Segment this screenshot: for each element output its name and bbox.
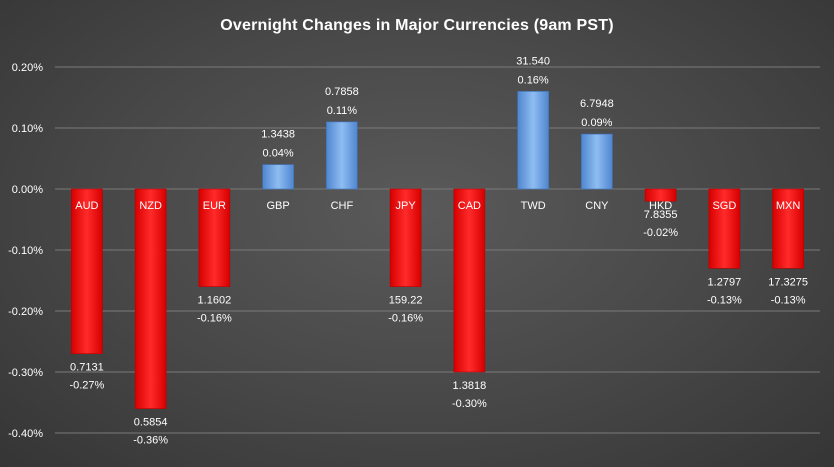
- chart-title: Overnight Changes in Major Currencies (9…: [220, 17, 614, 34]
- rate-label: 6.7948: [580, 98, 614, 110]
- change-label: 0.11%: [327, 105, 358, 117]
- bar-nzd: [134, 188, 167, 409]
- bar-aud: [71, 188, 103, 354]
- change-label: -0.27%: [69, 380, 104, 392]
- y-tick-label: -0.40%: [8, 428, 43, 440]
- change-label: 0.09%: [581, 117, 612, 129]
- bar-hkd: [644, 188, 677, 202]
- bar-eur: [198, 188, 231, 287]
- category-label: CNY: [585, 200, 609, 212]
- y-tick-label: -0.30%: [8, 367, 43, 379]
- change-label: -0.16%: [197, 313, 232, 325]
- labels: 0.20% 0.10% 0.00% -0.10% -0.20% -0.30% -0.40% A…: [8, 55, 808, 446]
- rate-label: 0.7858: [325, 86, 359, 98]
- change-label: -0.36%: [133, 435, 168, 447]
- bar-mxn: [772, 188, 804, 269]
- rate-label: 0.7131: [70, 362, 104, 374]
- change-label: 0.04%: [263, 148, 294, 160]
- bar-chf: [326, 121, 358, 190]
- category-label: NZD: [139, 200, 162, 212]
- y-tick-label: -0.10%: [8, 245, 43, 257]
- change-label: -0.13%: [771, 294, 806, 306]
- category-label: AUD: [75, 200, 98, 212]
- category-label: GBP: [267, 200, 290, 212]
- bar-sgd: [708, 188, 741, 269]
- change-label: -0.02%: [643, 227, 678, 239]
- bar-twd: [517, 91, 549, 190]
- y-tick-label: 0.20%: [12, 62, 43, 74]
- rate-label: 17.3275: [768, 276, 808, 288]
- bars: [71, 91, 804, 409]
- y-tick-label: -0.20%: [8, 306, 43, 318]
- rate-label: 1.3818: [453, 380, 487, 392]
- category-label: TWD: [521, 200, 546, 212]
- change-label: -0.16%: [388, 313, 423, 325]
- category-label: MXN: [776, 200, 801, 212]
- rate-label: 7.8355: [644, 209, 678, 221]
- change-label: -0.13%: [707, 294, 742, 306]
- category-label: SGD: [712, 200, 736, 212]
- y-tick-label: 0.00%: [12, 184, 43, 196]
- rate-label: 159.22: [389, 295, 423, 307]
- bar-gbp: [262, 164, 294, 190]
- category-label: EUR: [203, 200, 226, 212]
- rate-label: 0.5854: [134, 417, 168, 429]
- bar-cad: [453, 188, 486, 373]
- bar-jpy: [389, 188, 422, 287]
- change-label: 0.16%: [518, 74, 549, 86]
- rate-label: 1.3438: [261, 129, 295, 141]
- rate-label: 1.1602: [198, 295, 232, 307]
- category-label: CAD: [458, 200, 481, 212]
- gridlines: [55, 66, 820, 434]
- y-tick-label: 0.10%: [12, 123, 43, 135]
- change-label: -0.30%: [452, 398, 487, 410]
- rate-label: 31.540: [516, 55, 550, 67]
- category-label: JPY: [396, 200, 417, 212]
- category-label: CHF: [331, 200, 354, 212]
- bar-cny: [581, 133, 613, 190]
- category-label: HKD: [649, 200, 672, 212]
- rate-label: 1.2797: [708, 276, 742, 288]
